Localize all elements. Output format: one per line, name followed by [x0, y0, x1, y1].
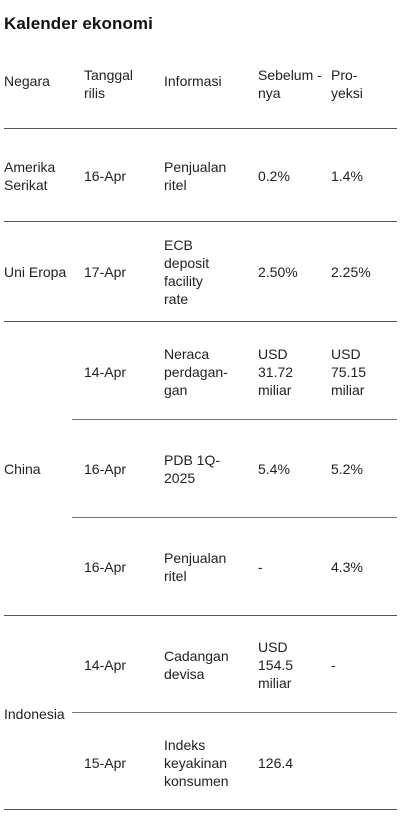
page-title: Kalender ekonomi: [4, 14, 153, 33]
header-negara: Negara: [4, 73, 50, 89]
previous-cell: 5.4%: [258, 461, 290, 477]
country-cell: Amerika Serikat: [4, 159, 56, 193]
previous-cell: -: [258, 559, 263, 575]
date-cell: 16-Apr: [84, 461, 127, 477]
projection-cell: 1.4%: [331, 168, 363, 184]
country-cell: Indonesia: [4, 706, 65, 722]
row-divider: [72, 712, 397, 713]
table-bottom-divider: [4, 809, 397, 810]
date-cell: 15-Apr: [84, 755, 127, 771]
info-cell: Penjualan ritel: [164, 159, 227, 193]
info-cell: Indeks keyakinan konsumen: [164, 737, 229, 789]
info-cell: ECB deposit facility rate: [164, 237, 210, 307]
date-cell: 14-Apr: [84, 657, 127, 673]
row-divider: [4, 221, 397, 222]
previous-cell: 2.50%: [258, 264, 298, 280]
info-cell: Cadangan devisa: [164, 648, 229, 682]
info-cell: Neraca perdagan- gan: [164, 346, 228, 398]
projection-cell: 2.25%: [331, 264, 371, 280]
row-divider: [72, 419, 397, 420]
date-cell: 16-Apr: [84, 168, 127, 184]
date-cell: 17-Apr: [84, 264, 127, 280]
header-sebelumnya: Sebelum -nya: [258, 67, 322, 101]
projection-cell: 4.3%: [331, 559, 363, 575]
row-divider: [4, 615, 397, 616]
previous-cell: 0.2%: [258, 168, 290, 184]
date-cell: 16-Apr: [84, 559, 127, 575]
projection-cell: USD 75.15 miliar: [331, 346, 367, 398]
header-informasi: Informasi: [164, 73, 222, 89]
row-divider: [4, 321, 397, 322]
projection-cell: 5.2%: [331, 461, 363, 477]
projection-cell: -: [331, 657, 336, 673]
info-cell: Penjualan ritel: [164, 550, 227, 584]
previous-cell: USD 154.5 miliar: [258, 639, 294, 691]
row-divider: [72, 517, 397, 518]
country-cell: Uni Eropa: [4, 264, 67, 280]
previous-cell: USD 31.72 miliar: [258, 346, 294, 398]
date-cell: 14-Apr: [84, 364, 127, 380]
country-cell: China: [4, 461, 41, 477]
header-tanggal-rilis: Tanggal rilis: [84, 67, 134, 101]
header-divider: [4, 128, 397, 129]
header-proyeksi: Pro- yeksi: [331, 67, 363, 101]
info-cell: PDB 1Q- 2025: [164, 452, 221, 486]
previous-cell: 126.4: [258, 755, 294, 771]
